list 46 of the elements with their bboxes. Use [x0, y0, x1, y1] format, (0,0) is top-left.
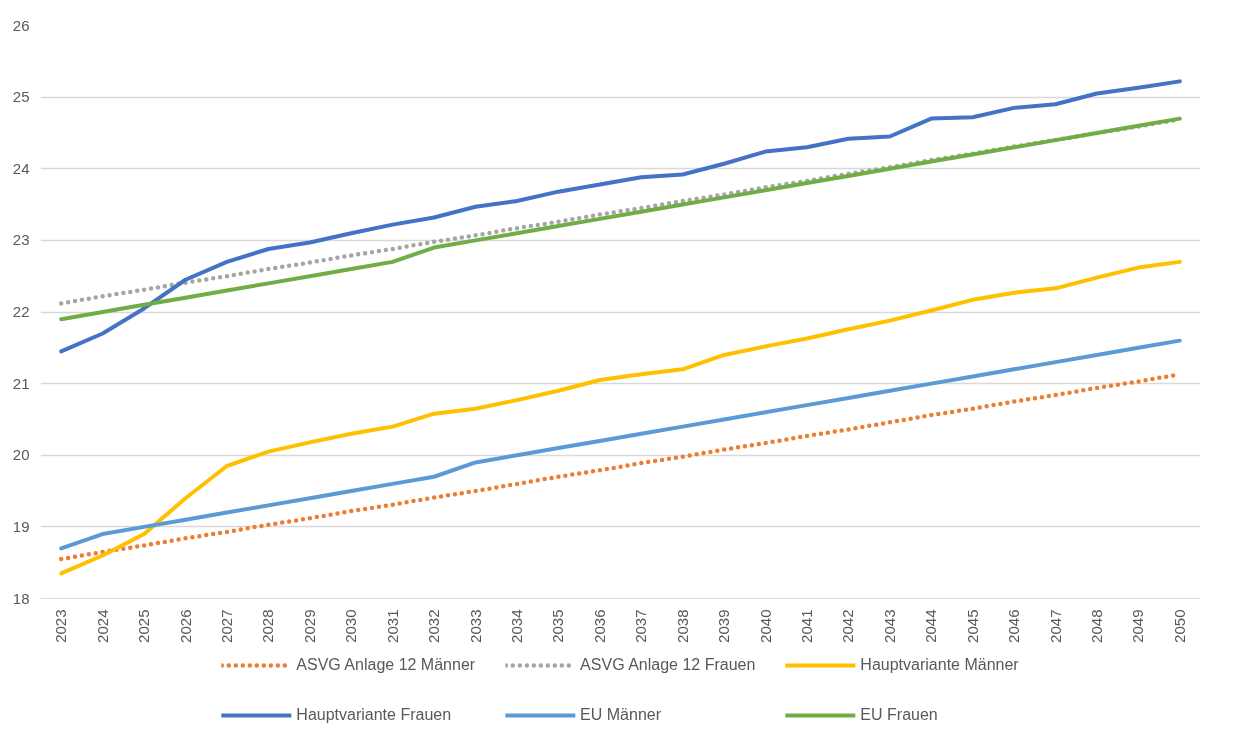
legend-label: EU Männer [580, 706, 662, 724]
x-tick-label: 2023 [52, 609, 70, 643]
x-tick-label: 2043 [880, 609, 898, 643]
x-tick-label: 2034 [507, 609, 525, 643]
line-series [59, 79, 1182, 354]
x-tick-label: 2046 [1005, 609, 1023, 643]
y-tick-label: 18 [12, 589, 30, 607]
x-tick-label: 2026 [176, 609, 194, 643]
x-tick-label: 2040 [756, 609, 774, 643]
x-tick-label: 2038 [673, 609, 691, 643]
x-tick-label: 2032 [425, 609, 443, 643]
x-tick-label: 2031 [383, 609, 401, 643]
x-tick-label: 2039 [715, 609, 733, 643]
y-tick-label: 22 [12, 303, 30, 320]
y-tick-label: 25 [12, 88, 30, 106]
line-series [59, 338, 1182, 551]
x-tick-label: 2024 [93, 609, 111, 643]
y-tick-label: 26 [12, 16, 30, 34]
legend-label: EU Frauen [860, 706, 938, 724]
x-tick-label: 2048 [1087, 609, 1105, 643]
y-tick-label: 24 [12, 159, 30, 177]
line-series [59, 259, 1182, 576]
legend-label: Hauptvariante Frauen [296, 706, 452, 724]
legend-label: Hauptvariante Männer [860, 656, 1019, 674]
x-tick-label: 2036 [590, 609, 608, 643]
y-tick-label: 21 [12, 374, 30, 392]
x-tick-label: 2030 [342, 609, 360, 643]
x-tick-label: 2035 [549, 609, 567, 643]
x-tick-label: 2044 [922, 609, 940, 643]
x-tick-label: 2029 [300, 609, 318, 643]
x-tick-label: 2033 [466, 609, 484, 643]
x-tick-label: 2041 [797, 609, 815, 643]
x-tick-label: 2045 [963, 609, 981, 643]
legend-label: ASVG Anlage 12 Frauen [580, 656, 756, 674]
x-tick-label: 2042 [839, 609, 857, 643]
x-tick-label: 2025 [135, 609, 153, 643]
x-tick-label: 2049 [1129, 609, 1147, 643]
x-tick-label: 2028 [259, 609, 277, 643]
y-tick-label: 23 [12, 231, 30, 249]
x-tick-label: 2047 [1046, 609, 1064, 643]
x-tick-label: 2027 [217, 609, 235, 643]
x-tick-label: 2037 [632, 609, 650, 643]
y-tick-label: 19 [12, 517, 30, 535]
legend-label: ASVG Anlage 12 Männer [296, 656, 476, 674]
x-tick-label: 2050 [1170, 609, 1188, 643]
y-tick-label: 20 [12, 446, 30, 464]
